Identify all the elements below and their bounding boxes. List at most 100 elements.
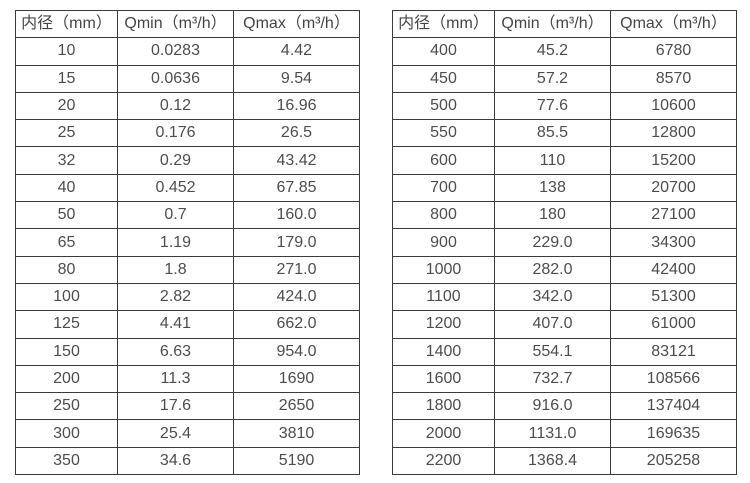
flow-table-small-diameters: 内径（mm） Qmin（m³/h） Qmax（m³/h） 10 0.0283 4.42 1… (15, 9, 360, 476)
table-cell: 4.41 (117, 310, 234, 339)
table-cell: 27100 (610, 201, 737, 230)
table-row: 700 138 20700 (392, 173, 737, 203)
table-cell: 10600 (610, 91, 737, 121)
table-cell: 229.0 (494, 228, 611, 257)
table-cell: 200 (15, 364, 118, 394)
header-row: 内径（mm） Qmin（m³/h） Qmax（m³/h） (15, 9, 360, 39)
table-body: 10 0.0283 4.42 15 0.0636 9.54 20 0.12 16.96 25 0.1… (15, 37, 360, 476)
table-cell: 0.7 (117, 201, 234, 230)
table-cell: 2.82 (117, 282, 234, 312)
table-row: 50 0.7 160.0 (15, 201, 360, 230)
table-row: 1200 407.0 61000 (392, 310, 737, 339)
flow-spec-tables: 内径（mm） Qmin（m³/h） Qmax（m³/h） 10 0.0283 4.42 1… (15, 9, 737, 476)
table-cell: 180 (494, 201, 611, 230)
table-body: 400 45.2 6780 450 57.2 8570 500 77.6 10600 550 85.… (392, 37, 737, 476)
table-cell: 350 (15, 446, 118, 476)
column-header: 内径（mm） (15, 9, 118, 39)
table-row: 200 11.3 1690 (15, 364, 360, 394)
table-cell: 67.85 (233, 173, 360, 203)
table-row: 350 34.6 5190 (15, 446, 360, 476)
table-row: 25 0.176 26.5 (15, 119, 360, 148)
table-cell: 6.63 (117, 337, 234, 366)
table-cell: 61000 (610, 310, 737, 339)
table-cell: 16.96 (233, 91, 360, 121)
table-cell: 12800 (610, 119, 737, 148)
table-cell: 271.0 (233, 255, 360, 284)
table-cell: 51300 (610, 282, 737, 312)
table-cell: 732.7 (494, 364, 611, 394)
table-cell: 100 (15, 282, 118, 312)
table-row: 1400 554.1 83121 (392, 337, 737, 366)
table-row: 400 45.2 6780 (392, 37, 737, 66)
table-cell: 1000 (392, 255, 495, 284)
table-cell: 1400 (392, 337, 495, 366)
table-row: 100 2.82 424.0 (15, 282, 360, 312)
table-row: 150 6.63 954.0 (15, 337, 360, 366)
table-cell: 400 (392, 37, 495, 66)
table-cell: 1131.0 (494, 419, 611, 448)
table-cell: 50 (15, 201, 118, 230)
table-cell: 20700 (610, 173, 737, 203)
table-cell: 42400 (610, 255, 737, 284)
table-cell: 4.42 (233, 37, 360, 66)
column-header: Qmin（m³/h） (494, 9, 611, 39)
column-header: 内径（mm） (392, 9, 495, 39)
table-row: 550 85.5 12800 (392, 119, 737, 148)
table-cell: 954.0 (233, 337, 360, 366)
table-cell: 20 (15, 91, 118, 121)
table-cell: 282.0 (494, 255, 611, 284)
table-cell: 150 (15, 337, 118, 366)
table-row: 800 180 27100 (392, 201, 737, 230)
table-cell: 8570 (610, 64, 737, 93)
table-cell: 250 (15, 392, 118, 421)
table-row: 600 110 15200 (392, 146, 737, 175)
table-row: 80 1.8 271.0 (15, 255, 360, 284)
table-cell: 900 (392, 228, 495, 257)
table-cell: 0.0283 (117, 37, 234, 66)
table-cell: 77.6 (494, 91, 611, 121)
table-cell: 5190 (233, 446, 360, 476)
table-cell: 0.29 (117, 146, 234, 175)
table-row: 500 77.6 10600 (392, 91, 737, 121)
table-cell: 0.12 (117, 91, 234, 121)
table-cell: 169635 (610, 419, 737, 448)
table-cell: 34300 (610, 228, 737, 257)
table-cell: 700 (392, 173, 495, 203)
table-row: 32 0.29 43.42 (15, 146, 360, 175)
table-cell: 1200 (392, 310, 495, 339)
table-cell: 1690 (233, 364, 360, 394)
table-cell: 407.0 (494, 310, 611, 339)
table-cell: 11.3 (117, 364, 234, 394)
column-header: Qmin（m³/h） (117, 9, 234, 39)
table-cell: 85.5 (494, 119, 611, 148)
table-cell: 179.0 (233, 228, 360, 257)
table-cell: 40 (15, 173, 118, 203)
table-cell: 424.0 (233, 282, 360, 312)
table-row: 1100 342.0 51300 (392, 282, 737, 312)
table-cell: 108566 (610, 364, 737, 394)
table-cell: 1368.4 (494, 446, 611, 476)
table-row: 2000 1131.0 169635 (392, 419, 737, 448)
table-cell: 2200 (392, 446, 495, 476)
table-cell: 0.176 (117, 119, 234, 148)
table-cell: 1.8 (117, 255, 234, 284)
table-cell: 9.54 (233, 64, 360, 93)
table-row: 450 57.2 8570 (392, 64, 737, 93)
table-row: 40 0.452 67.85 (15, 173, 360, 203)
table-row: 900 229.0 34300 (392, 228, 737, 257)
table-cell: 0.452 (117, 173, 234, 203)
table-cell: 57.2 (494, 64, 611, 93)
table-header: 内径（mm） Qmin（m³/h） Qmax（m³/h） (392, 9, 737, 39)
table-row: 15 0.0636 9.54 (15, 64, 360, 93)
table-cell: 110 (494, 146, 611, 175)
flow-table-large-diameters: 内径（mm） Qmin（m³/h） Qmax（m³/h） 400 45.2 6780 45… (392, 9, 737, 476)
column-header: Qmax（m³/h） (233, 9, 360, 39)
table-row: 125 4.41 662.0 (15, 310, 360, 339)
table-cell: 500 (392, 91, 495, 121)
table-cell: 342.0 (494, 282, 611, 312)
table-cell: 550 (392, 119, 495, 148)
table-cell: 2000 (392, 419, 495, 448)
table-cell: 450 (392, 64, 495, 93)
column-header: Qmax（m³/h） (610, 9, 737, 39)
table-cell: 15 (15, 64, 118, 93)
